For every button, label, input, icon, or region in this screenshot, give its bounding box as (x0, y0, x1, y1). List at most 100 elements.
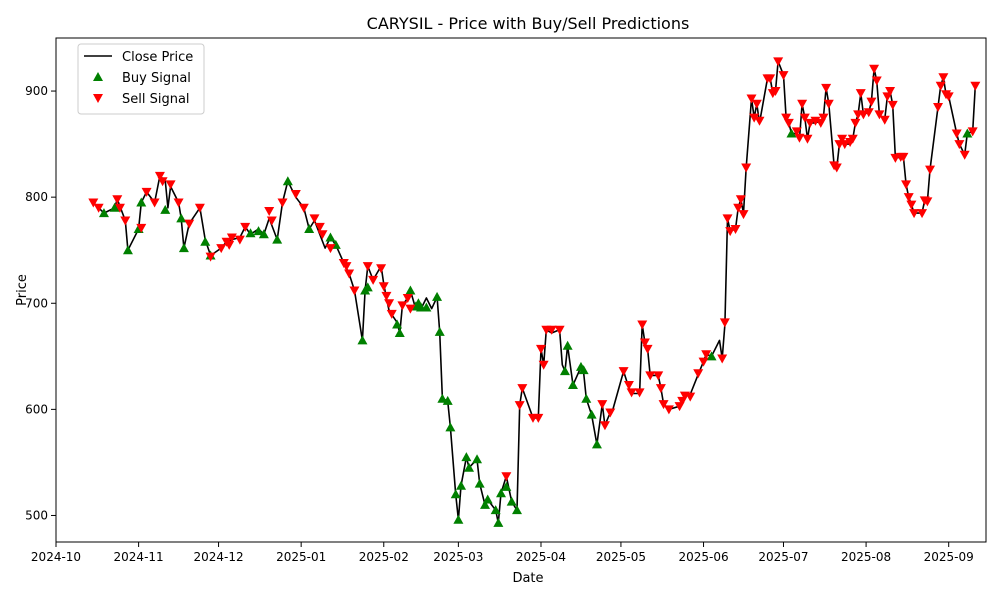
sell-signal-point (797, 99, 808, 109)
buy-signal-point (122, 245, 133, 255)
sell-signal-point (378, 282, 389, 292)
sell-signal-point (655, 384, 666, 394)
buy-signal-point (464, 462, 475, 472)
sell-signal-point (887, 100, 898, 110)
legend-entry-label: Close Price (122, 50, 193, 65)
sell-signal-point (626, 388, 637, 398)
sell-signal-point (397, 301, 408, 311)
sell-signal-point (341, 262, 352, 272)
sell-signal-point (136, 223, 147, 233)
sell-signal-point (959, 150, 970, 160)
sell-signal-point (903, 193, 914, 203)
sell-signal-point (386, 309, 397, 319)
sell-signal-point (216, 244, 227, 254)
buy-signal-point (445, 422, 456, 432)
buy-signal-point (437, 393, 448, 403)
sell-signal-point (634, 388, 645, 398)
y-axis: 500 600 700 800 900 (25, 84, 56, 522)
sell-signal-point (909, 209, 920, 219)
sell-signal-point (642, 344, 653, 354)
sell-signal-point (112, 195, 123, 205)
close-price-line (92, 60, 977, 524)
buy-signal-point (490, 505, 501, 515)
sell-signal-point (120, 216, 131, 226)
sell-signal-point (698, 357, 709, 367)
sell-signal-point (746, 94, 757, 104)
legend-box (77, 43, 205, 115)
sell-signal-point (847, 134, 858, 144)
sell-signal-point (538, 360, 549, 370)
sell-signal-point (879, 115, 890, 125)
sell-signal-point (517, 384, 528, 394)
x-tick-label: 2025-01 (276, 550, 326, 564)
sell-signal-point (317, 230, 328, 240)
buy-signal-point (496, 488, 507, 498)
buy-signal-point (562, 340, 573, 350)
sell-signal-point (954, 140, 965, 150)
sell-signal-point (325, 244, 336, 254)
sell-signal-point (384, 299, 395, 309)
buy-signal-point (493, 517, 504, 527)
sell-signal-point (266, 216, 277, 226)
sell-signal-point (791, 127, 802, 137)
buy-signal-point (325, 232, 336, 242)
sell-signal-point (906, 200, 917, 210)
sell-signal-point (658, 400, 669, 410)
buy-signal-point (962, 128, 973, 138)
buy-signal-point (706, 351, 717, 361)
sell-signal-point (917, 209, 928, 219)
sell-signal-point (837, 134, 848, 144)
buy-signal-point (567, 379, 578, 389)
buy-signal-point (586, 409, 597, 419)
sell-signal-point (839, 140, 850, 150)
sell-signal-point (794, 133, 805, 143)
buy-signal-point (559, 366, 570, 376)
sell-signal-point (535, 344, 546, 354)
sell-signal-point (935, 81, 946, 91)
sell-signal-point (663, 405, 674, 415)
legend-entry-label: Buy Signal (122, 71, 191, 86)
sell-signal-point (781, 113, 792, 123)
sell-signal-point (885, 87, 896, 97)
sell-signal-point (701, 350, 712, 360)
sell-signal-point (754, 116, 765, 126)
sell-signal-point (376, 264, 387, 274)
buy-signal-point (392, 319, 403, 329)
sell-signal-point (967, 127, 978, 137)
buy-signal-point (160, 204, 171, 214)
sell-signal-point (863, 108, 874, 118)
buy-signal-point (109, 202, 120, 212)
x-tick-label: 2025-02 (359, 550, 409, 564)
sell-signal-point (783, 118, 794, 128)
sell-signal-point (194, 203, 205, 213)
sell-signal-point (88, 198, 99, 208)
sell-signal-markers (88, 57, 981, 482)
sell-signal-point (898, 152, 909, 162)
sell-signal-point (277, 198, 288, 208)
sell-signal-point (951, 129, 962, 139)
buy-signal-point (421, 302, 432, 312)
buy-signal-point (786, 128, 797, 138)
x-tick-label: 2025-03 (433, 550, 483, 564)
sell-signal-point (639, 338, 650, 348)
sell-signal-point (173, 198, 184, 208)
sell-signal-point (405, 304, 416, 314)
sell-signal-point (749, 113, 760, 123)
x-tick-label: 2025-05 (596, 550, 646, 564)
legend: Close Price Buy Signal Sell Signal (77, 43, 205, 115)
x-tick-label: 2025-07 (758, 550, 808, 564)
plot-area (88, 57, 981, 527)
y-axis-label: Price (15, 274, 30, 306)
sell-signal-point (802, 134, 813, 144)
x-tick-label: 2024-10 (31, 550, 81, 564)
sell-signal-point (730, 224, 741, 234)
legend-entry-label: Sell Signal (122, 92, 190, 107)
sell-signal-point (770, 87, 781, 97)
buy-signal-point (456, 480, 467, 490)
sell-signal-point (205, 252, 216, 262)
sell-signal-point (773, 57, 784, 67)
buy-signal-point (432, 291, 443, 301)
buy-signal-point (362, 282, 373, 292)
sell-signal-point (157, 177, 168, 187)
sell-signal-point (349, 286, 360, 296)
